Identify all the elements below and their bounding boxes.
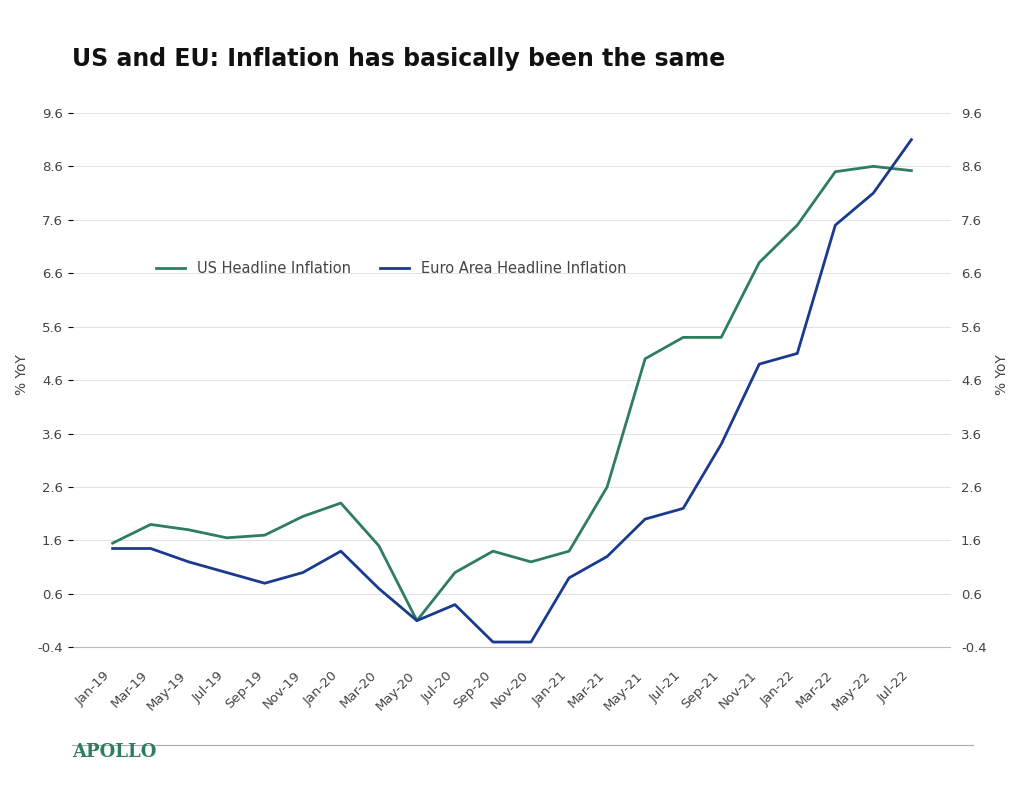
Y-axis label: % YoY: % YoY bbox=[995, 354, 1009, 396]
Y-axis label: % YoY: % YoY bbox=[15, 354, 29, 396]
Legend: US Headline Inflation, Euro Area Headline Inflation: US Headline Inflation, Euro Area Headlin… bbox=[151, 255, 632, 282]
Text: APOLLO: APOLLO bbox=[72, 743, 156, 761]
Text: US and EU: Inflation has basically been the same: US and EU: Inflation has basically been … bbox=[72, 47, 725, 71]
